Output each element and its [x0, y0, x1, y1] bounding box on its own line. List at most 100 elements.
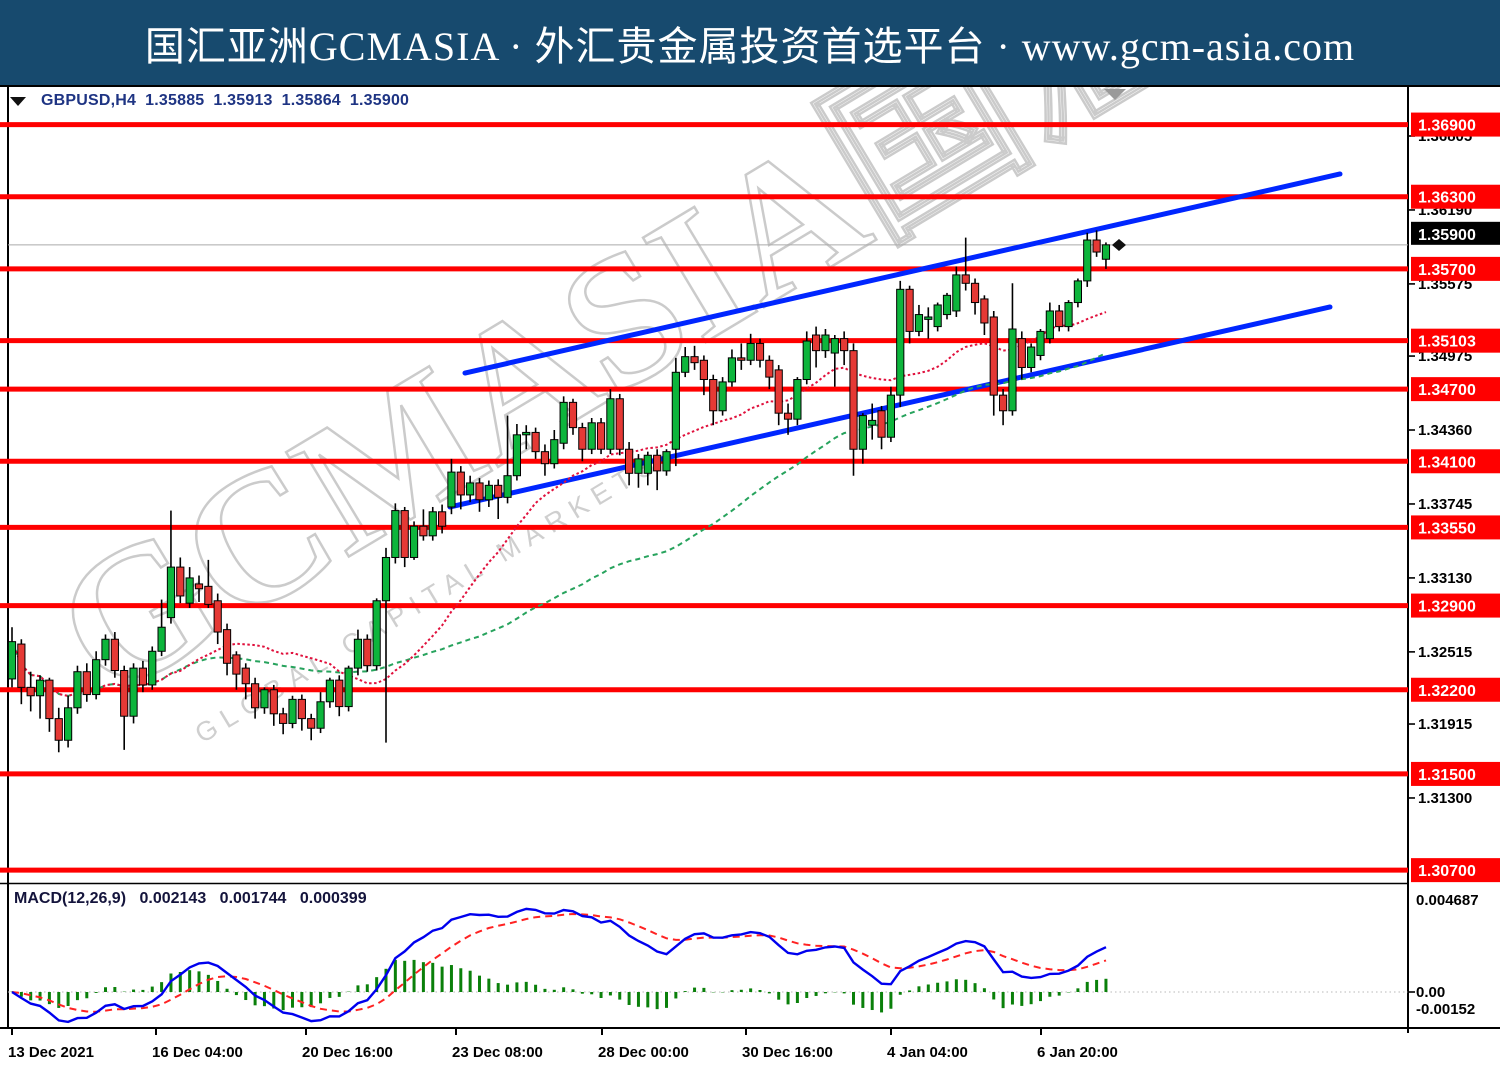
sr-price-box [1411, 256, 1500, 281]
bull-candle [1036, 330, 1045, 356]
bull-candle [372, 600, 381, 667]
sr-price-box [1411, 328, 1500, 353]
bull-candle [1008, 328, 1017, 412]
bear-candle [54, 718, 63, 741]
price-scale[interactable]: 1.368051.361901.355751.349751.343601.337… [1408, 112, 1500, 1018]
current-price-box-label: 1.35900 [1418, 227, 1476, 244]
bull-candle [550, 439, 559, 465]
bear-candle [110, 638, 119, 672]
bear-candle [456, 471, 465, 496]
bull-candle [381, 556, 391, 602]
bull-candle [821, 334, 830, 352]
bear-candle [970, 282, 980, 304]
bear-candle [204, 585, 213, 605]
bull-candle [447, 471, 456, 508]
sr-price-box-label: 1.35700 [1418, 262, 1476, 279]
price-axis-label: 1.34360 [1418, 422, 1472, 439]
macd-panel [8, 907, 1408, 1024]
sr-price-box [1411, 761, 1500, 786]
candlesticks [8, 230, 1111, 753]
bull-candle [353, 638, 363, 669]
bear-candle [540, 451, 550, 465]
bear-candle [699, 359, 708, 381]
bear-candle [578, 427, 587, 450]
bull-candle [325, 679, 334, 703]
bull-candle [260, 689, 269, 709]
brand-banner: 国汇亚洲GCMASIA · 外汇贵金属投资首选平台 · www.gcm-asia… [0, 0, 1500, 87]
bull-candle [793, 379, 802, 420]
sr-price-box [1411, 515, 1500, 540]
bear-candle [568, 401, 578, 429]
bull-candle [896, 288, 905, 396]
sr-price-box [1411, 377, 1500, 402]
time-scale[interactable]: 13 Dec 2021 16 Dec 04:00 20 Dec 16:00 23 De… [8, 1028, 1118, 1061]
bear-candle [251, 683, 260, 709]
macd-signal-line [11, 912, 1107, 1013]
time-axis-label: 6 Jan 20:00 [1037, 1044, 1118, 1061]
bear-candle [307, 718, 316, 729]
chart-shift-marker[interactable] [1104, 89, 1126, 100]
bull-candle [942, 294, 952, 316]
macd-axis-top: 0.004687 [1416, 892, 1479, 909]
macd-axis-bottom: -0.00152 [1416, 1001, 1475, 1018]
bear-candle [849, 350, 858, 450]
current-price-box [1411, 221, 1500, 245]
bear-candle [213, 600, 222, 633]
sr-price-box-label: 1.33550 [1418, 520, 1476, 537]
symbol-dropdown-icon[interactable] [10, 96, 26, 106]
time-axis-label: 13 Dec 2021 [8, 1044, 94, 1061]
bear-candle [625, 448, 634, 474]
bear-candle [961, 274, 970, 284]
brand-banner-text: 国汇亚洲GCMASIA · 外汇贵金属投资首选平台 · www.gcm-asia… [144, 23, 1356, 69]
bull-candle [1027, 346, 1036, 368]
bear-candle [279, 713, 288, 724]
bull-candle [1101, 244, 1111, 260]
bull-candle [802, 340, 811, 381]
bull-candle [1045, 310, 1054, 340]
bear-candle [690, 356, 699, 364]
bear-candle [138, 667, 148, 686]
bull-candle [952, 274, 961, 312]
support-resistance-lines [0, 122, 1408, 873]
time-axis-label: 4 Jan 04:00 [887, 1044, 968, 1061]
macd-indicator-label: MACD(12,26,9) 0.002143 0.001744 0.000399 [14, 890, 376, 908]
bull-candle [634, 458, 643, 474]
bull-candle [886, 394, 895, 438]
last-price-marker [1112, 239, 1126, 251]
time-axis-label: 30 Dec 16:00 [742, 1044, 833, 1061]
bear-candle [1017, 338, 1026, 368]
quote-close: 1.35900 [349, 92, 410, 109]
bull-candle [718, 381, 727, 412]
bear-candle [363, 638, 372, 667]
macd-name: MACD(12,26,9) [14, 890, 127, 907]
bull-candle [466, 482, 475, 496]
bull-candle [522, 431, 531, 436]
bear-candle [755, 342, 765, 361]
bull-candle [606, 398, 615, 450]
bull-candle [671, 371, 680, 450]
bull-candle [512, 434, 521, 477]
bull-candle [933, 304, 942, 328]
quote-open: 1.35885 [145, 92, 205, 109]
bear-candle [45, 679, 54, 720]
moving-averages [11, 311, 1107, 697]
bull-candle [64, 707, 73, 741]
bull-candle [559, 401, 568, 444]
bull-candle [868, 419, 877, 426]
sr-price-box-label: 1.35103 [1418, 334, 1476, 351]
bear-candle [297, 698, 306, 720]
bull-candle [391, 510, 400, 558]
price-axis-label: 1.33130 [1418, 570, 1472, 587]
sr-price-box [1411, 858, 1500, 883]
bear-candle [615, 398, 624, 450]
bull-candle [484, 484, 493, 501]
bull-candle [129, 667, 138, 717]
bull-candle [924, 316, 933, 320]
bear-candle [709, 379, 718, 412]
price-axis-label: 1.32515 [1418, 644, 1472, 661]
sr-price-box [1411, 593, 1500, 618]
bull-candle [8, 641, 17, 680]
macd-value-hist: 0.000399 [299, 890, 367, 907]
time-axis-label: 16 Dec 04:00 [152, 1044, 243, 1061]
